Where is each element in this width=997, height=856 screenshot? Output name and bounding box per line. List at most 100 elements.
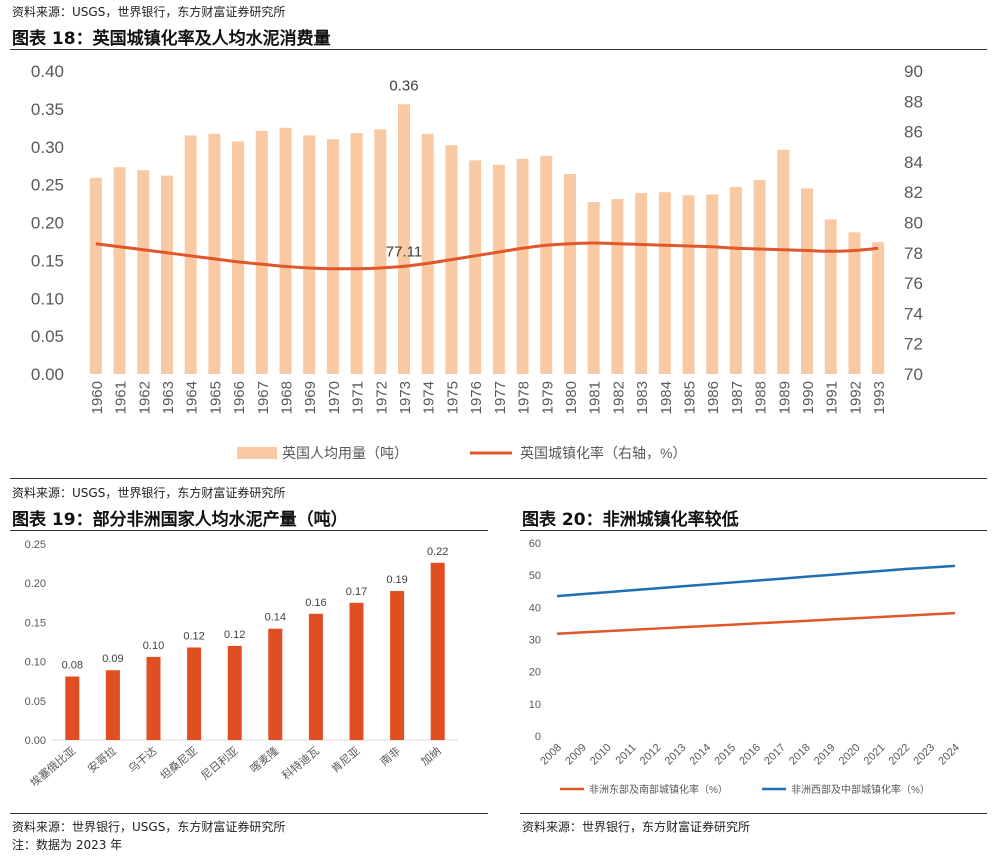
y-axis-tick: 60: [529, 538, 541, 550]
x-tick-2011: 2011: [614, 742, 639, 767]
x-tick-1990: 1990: [800, 381, 817, 414]
bar-1973: [398, 104, 411, 374]
bar-value-label: 0.10: [143, 640, 164, 652]
x-tick-1977: 1977: [492, 381, 509, 414]
right-title-rule: [520, 530, 987, 531]
bar-1981: [587, 202, 600, 374]
bar-1985: [682, 195, 695, 374]
uk-urbanization-line: [95, 241, 879, 271]
bar-加纳: [430, 562, 445, 740]
left-title-rule: [10, 530, 488, 531]
bar-value-label: 0.12: [224, 629, 245, 641]
x-tick-2018: 2018: [787, 742, 813, 768]
bar-value-label: 0.08: [62, 659, 83, 671]
x-tick-1965: 1965: [207, 381, 224, 414]
x-tick-1967: 1967: [255, 381, 272, 414]
y-axis-tick: 0.10: [25, 657, 46, 669]
bar-尼日利亚: [227, 645, 242, 740]
left-axis-tick: 0.05: [31, 327, 64, 346]
x-tick-2016: 2016: [737, 742, 763, 768]
x-tick-1982: 1982: [610, 381, 627, 414]
x-tick-1973: 1973: [397, 381, 414, 414]
bar-1967: [255, 130, 268, 374]
legend-bar-swatch: [237, 447, 277, 459]
bar-1984: [658, 192, 671, 374]
x-tick-1980: 1980: [563, 381, 580, 414]
x-tick-1992: 1992: [847, 381, 864, 414]
x-tick-2021: 2021: [862, 742, 888, 768]
left-axis-tick: 0.15: [31, 251, 64, 270]
bar-1965: [208, 133, 221, 374]
y-axis-tick: 20: [529, 667, 541, 679]
right-axis-tick: 76: [904, 274, 923, 293]
x-tick-1969: 1969: [302, 381, 319, 414]
x-tick-1972: 1972: [373, 381, 390, 414]
left-axis-tick: 0.30: [31, 138, 64, 157]
right-axis-tick: 90: [904, 62, 923, 81]
x-tick-1976: 1976: [468, 381, 485, 414]
bar-1980: [563, 174, 576, 374]
bar-1992: [848, 232, 861, 374]
right-chart-source: 资料来源：世界银行，东方财富证券研究所: [522, 820, 751, 834]
bar-1966: [232, 141, 245, 374]
x-tick-2019: 2019: [812, 742, 838, 768]
right-axis-tick: 78: [904, 244, 923, 263]
west-central-africa-line: [556, 564, 956, 598]
bar-安哥拉: [105, 670, 120, 740]
y-axis-tick: 0.00: [25, 735, 46, 747]
x-tick-1975: 1975: [444, 381, 461, 414]
bar-1989: [777, 149, 790, 374]
right-axis-tick: 74: [904, 304, 923, 323]
bar-1969: [303, 135, 316, 374]
legend-east-label: 非洲东部及南部城镇化率（%）: [589, 783, 728, 796]
bar-1983: [635, 192, 648, 374]
bar-坦桑尼亚: [187, 647, 202, 740]
x-tick-1987: 1987: [729, 381, 746, 414]
legend-bar-label: 英国人均用量（吨）: [282, 445, 408, 461]
bar-1976: [469, 160, 482, 374]
x-tick-1983: 1983: [634, 381, 651, 414]
y-axis-tick: 10: [529, 699, 541, 711]
x-tick-1986: 1986: [705, 381, 722, 414]
x-tick-2017: 2017: [762, 742, 788, 768]
x-tick-1962: 1962: [136, 381, 153, 414]
bar-1978: [516, 158, 529, 374]
bar-1991: [824, 219, 837, 374]
x-tick-1964: 1964: [184, 381, 201, 414]
x-tick-1979: 1979: [539, 381, 556, 414]
x-tick-1981: 1981: [587, 381, 604, 414]
bar-value-label: 0.22: [427, 546, 448, 558]
x-tick-2020: 2020: [837, 742, 863, 768]
bar-1990: [801, 188, 814, 374]
y-axis-tick: 0: [535, 731, 541, 743]
x-tick-1968: 1968: [279, 381, 296, 414]
bar-肯尼亚: [349, 602, 364, 740]
left-axis-tick: 0.35: [31, 100, 64, 119]
left-axis-tick: 0.00: [31, 365, 64, 384]
x-tick-1985: 1985: [682, 381, 699, 414]
bar-1968: [279, 127, 292, 374]
bar-1971: [350, 133, 363, 374]
right-bottom-rule: [520, 813, 987, 814]
bar-value-label: 0.09: [102, 653, 123, 665]
x-tick-1978: 1978: [516, 381, 533, 414]
top-source: 资料来源：USGS，世界银行，东方财富证券研究所: [12, 5, 286, 19]
bar-喀麦隆: [268, 628, 283, 740]
bar-1979: [540, 155, 553, 374]
y-axis-tick: 30: [529, 635, 541, 647]
x-tick-2023: 2023: [911, 742, 937, 768]
bar-value-label: 0.14: [265, 612, 286, 624]
bar-1972: [374, 129, 387, 374]
left-axis-tick: 0.40: [31, 62, 64, 81]
bar-1960: [89, 177, 102, 374]
east-south-africa-line: [556, 611, 956, 635]
line-annotation-label: 77.11: [386, 243, 422, 260]
bar-1977: [492, 164, 505, 374]
left-chart-note: 注：数据为 2023 年: [12, 838, 123, 852]
right-axis-tick: 80: [904, 214, 923, 233]
x-tick-2012: 2012: [638, 742, 664, 768]
x-tick-1960: 1960: [89, 381, 106, 414]
